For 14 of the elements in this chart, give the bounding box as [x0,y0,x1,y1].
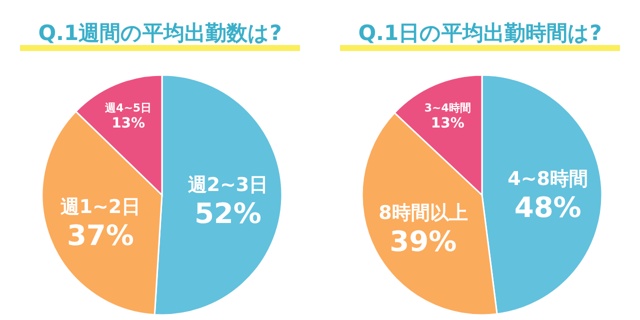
slice-label: 週4~5日 [104,101,152,114]
slice-label: 8時間以上 [378,202,468,224]
chart-title: Q.1週間の平均出勤数は? [38,21,282,45]
slice-label: 週1~2日 [59,196,141,218]
slice-label: 3~4時間 [424,102,471,115]
chart-title: Q.1日の平均出勤時間は? [358,21,602,45]
slice-label: 4~8時間 [508,168,588,190]
data-label: 39% [390,224,457,258]
data-label: 37% [66,218,134,252]
data-label: 13% [430,116,464,132]
data-label: 52% [194,197,262,230]
data-label: 13% [112,115,146,132]
data-label: 48% [514,190,582,224]
slice-label: 週2~3日 [186,174,268,196]
